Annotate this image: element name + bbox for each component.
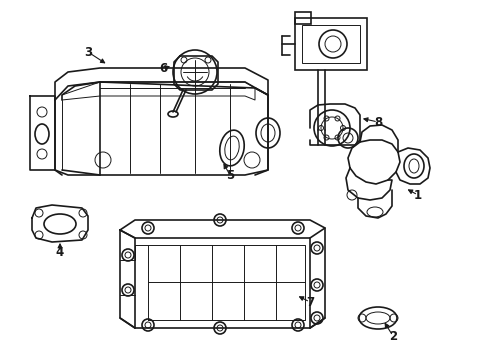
Text: 4: 4 <box>56 246 64 258</box>
Text: 7: 7 <box>306 296 314 309</box>
Text: 5: 5 <box>226 168 234 181</box>
Text: 2: 2 <box>389 329 397 342</box>
Bar <box>295 18 367 70</box>
Bar <box>302 25 360 63</box>
Text: 8: 8 <box>374 116 382 129</box>
Text: 1: 1 <box>414 189 422 202</box>
Bar <box>295 12 311 24</box>
Text: 3: 3 <box>84 45 92 59</box>
Text: 6: 6 <box>159 62 167 75</box>
